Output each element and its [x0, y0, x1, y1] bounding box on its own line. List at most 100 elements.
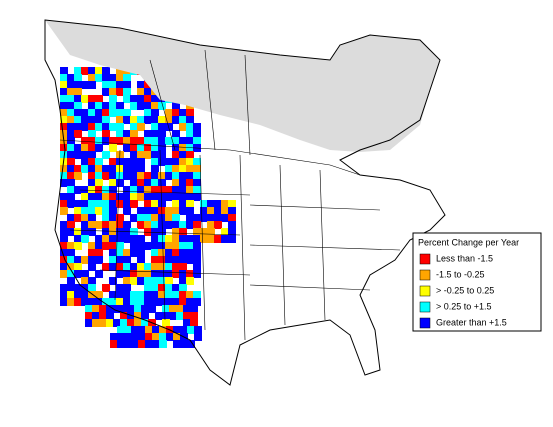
map-cell	[137, 137, 145, 145]
map-cell	[141, 305, 149, 313]
map-cell	[151, 137, 159, 145]
map-cell	[74, 151, 82, 159]
map-cell	[193, 242, 201, 250]
map-cell	[130, 298, 138, 306]
legend-swatch	[419, 253, 431, 265]
map-cell	[162, 305, 170, 313]
map-cell	[102, 263, 110, 271]
map-cell	[109, 144, 117, 152]
map-cell	[137, 123, 145, 131]
map-cell	[74, 88, 82, 96]
map-cell	[144, 102, 152, 110]
map-cell	[158, 137, 166, 145]
map-cell	[200, 235, 208, 243]
map-cell	[144, 116, 152, 124]
map-cell	[221, 214, 229, 222]
map-cell	[123, 186, 131, 194]
map-cell	[109, 193, 117, 201]
map-cell	[137, 144, 145, 152]
map-cell	[102, 102, 110, 110]
map-cell	[172, 228, 180, 236]
map-cell	[194, 333, 202, 341]
map-cell	[123, 298, 131, 306]
map-cell	[151, 151, 159, 159]
map-cell	[137, 249, 145, 257]
map-cell	[95, 165, 103, 173]
map-cell	[134, 305, 142, 313]
map-cell	[74, 256, 82, 264]
map-cell	[81, 284, 89, 292]
map-cell	[144, 207, 152, 215]
map-cell	[74, 172, 82, 180]
map-cell	[116, 88, 124, 96]
map-cell	[144, 95, 152, 103]
map-cell	[106, 305, 114, 313]
map-cell	[130, 144, 138, 152]
map-cell	[130, 123, 138, 131]
map-cell	[155, 312, 163, 320]
map-cell	[179, 277, 187, 285]
map-cell	[116, 263, 124, 271]
map-cell	[151, 242, 159, 250]
map-cell	[162, 312, 170, 320]
map-cell	[99, 319, 107, 327]
map-cells	[60, 67, 236, 348]
map-cell	[193, 179, 201, 187]
map-cell	[81, 235, 89, 243]
map-cell	[60, 81, 68, 89]
map-cell	[193, 137, 201, 145]
map-cell	[179, 172, 187, 180]
map-cell	[116, 256, 124, 264]
map-cell	[172, 186, 180, 194]
map-cell	[172, 263, 180, 271]
map-cell	[186, 137, 194, 145]
map-cell	[144, 88, 152, 96]
map-cell	[130, 270, 138, 278]
map-cell	[74, 200, 82, 208]
map-cell	[186, 172, 194, 180]
map-cell	[102, 242, 110, 250]
map-cell	[102, 172, 110, 180]
map-cell	[120, 312, 128, 320]
map-cell	[88, 67, 96, 75]
map-cell	[85, 312, 93, 320]
map-cell	[67, 291, 75, 299]
map-cell	[67, 256, 75, 264]
map-cell	[88, 130, 96, 138]
map-cell	[102, 298, 110, 306]
map-cell	[190, 319, 198, 327]
map-cell	[127, 305, 135, 313]
map-cell	[186, 123, 194, 131]
map-cell	[179, 165, 187, 173]
map-cell	[165, 193, 173, 201]
map-cell	[179, 179, 187, 187]
map-cell	[95, 242, 103, 250]
map-cell	[144, 277, 152, 285]
map-cell	[137, 172, 145, 180]
map-cell	[137, 158, 145, 166]
map-cell	[144, 263, 152, 271]
map-cell	[151, 95, 159, 103]
map-cell	[67, 137, 75, 145]
map-cell	[179, 242, 187, 250]
map-cell	[186, 298, 194, 306]
map-cell	[81, 95, 89, 103]
map-cell	[165, 242, 173, 250]
map-cell	[74, 207, 82, 215]
map-cell	[116, 193, 124, 201]
map-cell	[151, 130, 159, 138]
map-cell	[116, 179, 124, 187]
map-cell	[67, 144, 75, 152]
map-cell	[67, 123, 75, 131]
map-cell	[179, 284, 187, 292]
map-cell	[214, 214, 222, 222]
map-cell	[151, 221, 159, 229]
map-cell	[179, 151, 187, 159]
map-cell	[158, 158, 166, 166]
map-cell	[200, 214, 208, 222]
map-cell	[88, 263, 96, 271]
map-cell	[158, 263, 166, 271]
map-cell	[130, 102, 138, 110]
map-cell	[88, 214, 96, 222]
map-cell	[109, 179, 117, 187]
